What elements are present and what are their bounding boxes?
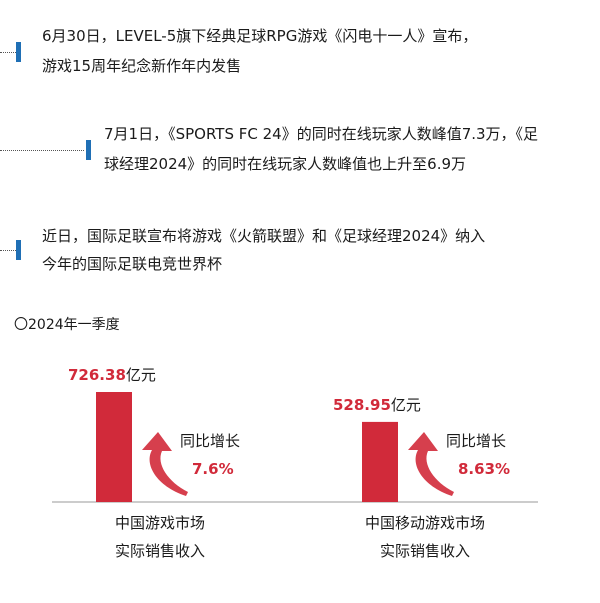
timeline-connector bbox=[0, 150, 84, 151]
data-label-2: 528.95亿元 bbox=[333, 396, 421, 414]
timeline-text-line2: 今年的国际足联电竞世界杯 bbox=[42, 255, 223, 273]
category-label-1: 中国游戏市场 bbox=[115, 514, 205, 532]
data-label-unit: 亿元 bbox=[391, 396, 421, 414]
growth-label-1: 同比增长 bbox=[180, 432, 240, 450]
timeline-item-3: 近日，国际足联宣布将游戏《火箭联盟》和《足球经理2024》纳入 今年的国际足联电… bbox=[0, 218, 600, 278]
category-label-2: 中国移动游戏市场 bbox=[365, 514, 485, 532]
timeline-text-line1: 6月30日，LEVEL-5旗下经典足球RPG游戏《闪电十一人》宣布， bbox=[42, 27, 478, 45]
timeline-marker bbox=[16, 42, 21, 62]
category-sublabel-2: 实际销售收入 bbox=[380, 542, 470, 560]
data-label-1: 726.38亿元 bbox=[68, 366, 156, 384]
data-label-value: 528.95 bbox=[333, 396, 391, 414]
data-label-value: 726.38 bbox=[68, 366, 126, 384]
data-label-unit: 亿元 bbox=[126, 366, 156, 384]
timeline-text-line2: 游戏15周年纪念新作年内发售 bbox=[42, 57, 242, 75]
chart-title: 〇2024年一季度 bbox=[14, 317, 120, 333]
category-sublabel-1: 实际销售收入 bbox=[115, 542, 205, 560]
timeline-connector bbox=[0, 250, 16, 251]
bar-1 bbox=[96, 392, 132, 502]
timeline-connector bbox=[0, 52, 16, 53]
timeline-text-line2: 球经理2024》的同时在线玩家人数峰值也上升至6.9万 bbox=[104, 155, 467, 173]
bar-2 bbox=[362, 421, 398, 502]
timeline-item-1: 6月30日，LEVEL-5旗下经典足球RPG游戏《闪电十一人》宣布， 游戏15周… bbox=[0, 16, 600, 76]
growth-value-2: 8.63% bbox=[458, 460, 510, 478]
timeline-text-line1: 7月1日，《SPORTS FC 24》的同时在线玩家人数峰值7.3万，《足 bbox=[104, 125, 539, 143]
timeline-marker bbox=[16, 240, 21, 260]
timeline-item-2: 7月1日，《SPORTS FC 24》的同时在线玩家人数峰值7.3万，《足 球经… bbox=[0, 118, 600, 178]
timeline-marker bbox=[86, 140, 91, 160]
growth-label-2: 同比增长 bbox=[446, 432, 506, 450]
growth-value-1: 7.6% bbox=[192, 460, 234, 478]
growth-arrow-icon bbox=[408, 432, 454, 496]
growth-arrow-icon bbox=[142, 432, 188, 496]
timeline-text-line1: 近日，国际足联宣布将游戏《火箭联盟》和《足球经理2024》纳入 bbox=[42, 227, 486, 245]
